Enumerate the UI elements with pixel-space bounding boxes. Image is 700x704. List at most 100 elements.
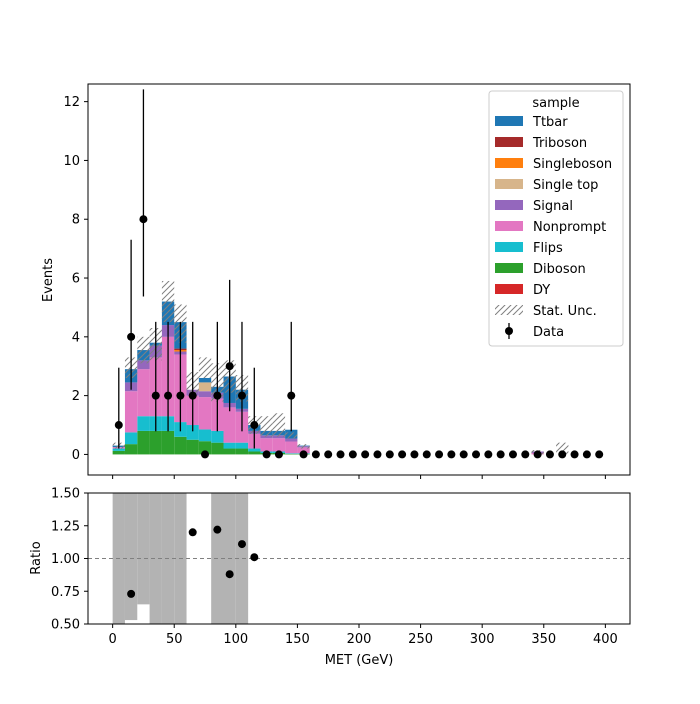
bar-diboson: [112, 450, 125, 455]
bar-flips: [124, 432, 138, 445]
bar-nonprompt: [223, 407, 236, 443]
ratio-point: [127, 589, 136, 598]
stat-unc-box: [161, 280, 175, 323]
data-point: [127, 332, 136, 341]
data-point: [311, 450, 320, 459]
bar-flips: [223, 442, 236, 449]
data-point: [176, 391, 185, 400]
bar-diboson: [248, 451, 261, 455]
legend-swatch-nonprompt: [495, 221, 523, 231]
ratio-points: [127, 525, 259, 598]
data-point: [164, 391, 173, 400]
data-point: [533, 450, 542, 459]
data-point: [435, 450, 444, 459]
stat-unc-box: [272, 413, 286, 437]
stat-unc-box: [198, 357, 212, 378]
bar-nonprompt: [297, 447, 310, 454]
data-point: [201, 450, 210, 459]
data-point: [558, 450, 567, 459]
data-point: [385, 450, 394, 459]
bar-signal: [272, 435, 286, 439]
bar-nonprompt: [198, 397, 212, 430]
ratio-y-tick-label: 0.50: [51, 618, 80, 633]
data-point: [324, 450, 333, 459]
data-point: [274, 450, 283, 459]
legend-label-diboson: Diboson: [533, 262, 586, 277]
data-point: [336, 450, 345, 459]
legend-label-flips: Flips: [533, 241, 563, 256]
legend-label-stat-unc-: Stat. Unc.: [533, 304, 597, 319]
main-x-ticks: [112, 475, 606, 479]
legend-swatch-single-top: [495, 179, 523, 189]
data-point: [151, 391, 160, 400]
bar-signal: [260, 435, 273, 439]
legend-label-dy: DY: [533, 283, 550, 298]
data-point: [299, 450, 308, 459]
data-point: [422, 450, 431, 459]
bar-single-top: [198, 382, 212, 392]
data-point: [139, 215, 148, 224]
bar-diboson: [124, 444, 138, 455]
ratio-band-box: [124, 493, 138, 621]
bar-nonprompt: [137, 369, 150, 417]
stat-unc-box: [137, 336, 150, 364]
x-tick-label: 300: [470, 632, 495, 647]
ratio-point: [213, 525, 222, 534]
data-points: [114, 89, 604, 459]
ratio-x-ticks: 0 50 100 150 200 250 300 350 400: [108, 624, 618, 647]
data-point: [472, 450, 481, 459]
legend: sample Ttbar Triboson Singleboson Single to…: [488, 90, 624, 347]
bar-diboson: [161, 430, 175, 455]
bar-diboson: [186, 439, 199, 455]
stat-unc-box: [556, 442, 569, 455]
stat-unc-box: [260, 416, 273, 437]
bar-diboson: [211, 442, 224, 455]
ratio-y-ticks: 0.50 0.75 1.00 1.25 1.50: [51, 487, 88, 633]
bar-signal: [285, 438, 298, 442]
data-point: [459, 450, 468, 459]
ratio-point: [225, 570, 234, 579]
main-y-ticks: 0 2 4 6 8 10 12: [63, 95, 88, 463]
x-tick-label: 200: [347, 632, 372, 647]
ratio-y-tick-label: 0.75: [51, 585, 80, 600]
bar-signal: [198, 391, 212, 398]
x-tick-label: 250: [408, 632, 433, 647]
data-point: [398, 450, 407, 459]
ratio-band-box: [235, 493, 249, 624]
data-point: [582, 450, 591, 459]
bar-flips: [235, 442, 249, 449]
data-point: [570, 450, 579, 459]
data-point: [484, 450, 493, 459]
legend-label-signal: Signal: [533, 199, 573, 214]
y-tick-label: 10: [63, 154, 80, 169]
bar-diboson: [235, 448, 249, 455]
data-point: [213, 391, 222, 400]
bar-diboson: [137, 430, 150, 455]
legend-swatch-signal: [495, 200, 523, 210]
data-point: [225, 362, 234, 371]
legend-label-singleboson: Singleboson: [533, 157, 612, 172]
data-point: [262, 450, 271, 459]
data-point: [373, 450, 382, 459]
legend-swatch-dy: [495, 284, 523, 294]
x-tick-label: 350: [531, 632, 556, 647]
legend-swatch-stat-unc-: [495, 305, 523, 315]
data-point: [114, 421, 123, 430]
y-tick-label: 6: [72, 272, 80, 287]
data-point: [287, 391, 296, 400]
bar-diboson: [223, 448, 236, 455]
data-point: [447, 450, 456, 459]
ratio-band-box: [137, 493, 150, 605]
data-point: [521, 450, 530, 459]
data-point: [250, 421, 259, 430]
bar-diboson: [149, 430, 162, 455]
ratio-point: [237, 540, 246, 549]
main-y-axis-label: Events: [41, 258, 56, 302]
y-tick-label: 8: [72, 213, 80, 228]
x-tick-label: 400: [593, 632, 618, 647]
bar-nonprompt: [285, 441, 298, 454]
data-point: [496, 450, 505, 459]
data-point: [237, 391, 246, 400]
bar-signal: [137, 360, 150, 370]
